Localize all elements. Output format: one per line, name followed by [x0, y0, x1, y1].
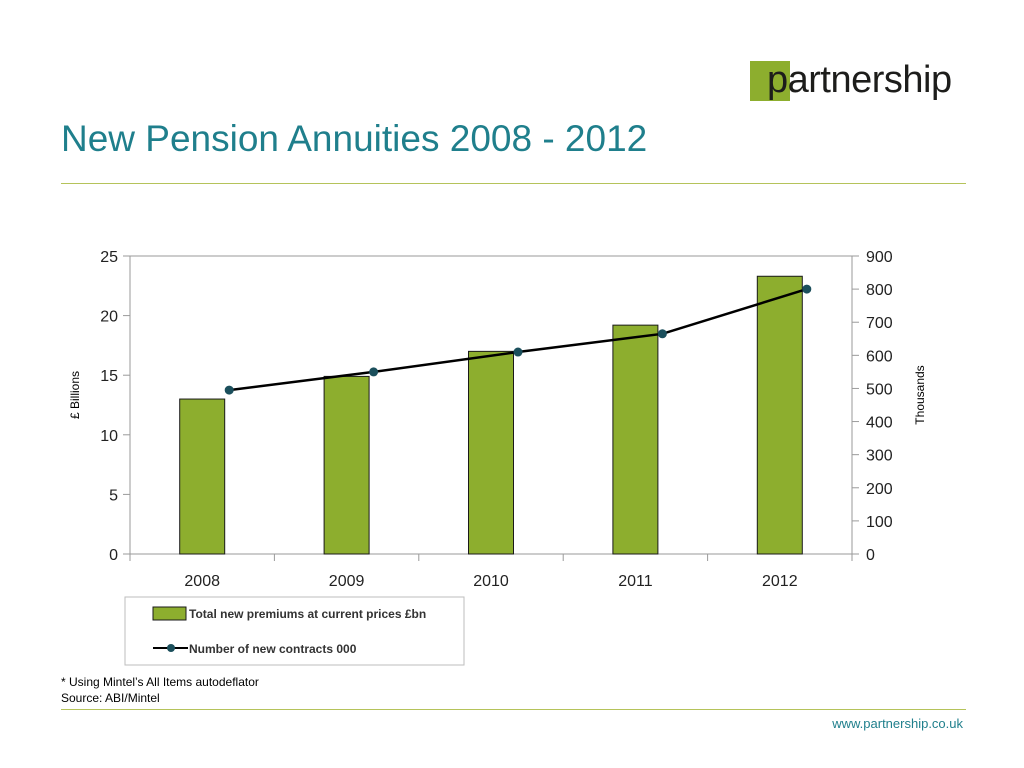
- x-tick-label: 2012: [762, 573, 798, 590]
- y-right-tick-label: 400: [866, 415, 893, 432]
- x-tick-label: 2009: [329, 573, 365, 590]
- y-right-tick-label: 700: [866, 315, 893, 332]
- y-right-tick-label: 800: [866, 282, 893, 299]
- contracts-line: [224, 284, 812, 395]
- y-right-tick-label: 500: [866, 381, 893, 398]
- contracts-point-2008: [224, 385, 234, 395]
- premiums-bars: [179, 275, 803, 555]
- y-left-axis-title: £ Billions: [68, 371, 82, 419]
- y-right-tick-label: 100: [866, 514, 893, 531]
- contracts-point-2012: [802, 284, 812, 294]
- y-right-tick-label: 900: [866, 249, 893, 266]
- bar-2008: [179, 398, 226, 555]
- y-left-tick-label: 0: [109, 547, 118, 564]
- bar-2011: [612, 324, 659, 555]
- footnote-note: * Using Mintel’s All Items autodeflator: [61, 675, 259, 689]
- y-left-tick-label: 20: [100, 309, 118, 326]
- page-title: New Pension Annuities 2008 - 2012: [61, 118, 648, 159]
- contracts-point-2011: [657, 329, 667, 339]
- footnote-source: Source: ABI/Mintel: [61, 691, 160, 705]
- bar-2012: [756, 275, 803, 555]
- y-right-tick-label: 200: [866, 481, 893, 498]
- bar-2010: [468, 350, 514, 555]
- y-right-tick-label: 0: [866, 547, 875, 564]
- title-divider: [61, 183, 966, 184]
- contracts-point-2009: [369, 367, 379, 377]
- legend-label-contracts: Number of new contracts 000: [189, 642, 357, 656]
- legend-swatch-premiums: [152, 606, 187, 621]
- x-tick-label: 2010: [473, 573, 509, 590]
- contracts-point-2010: [513, 347, 523, 357]
- chart-legend: Total new premiums at current prices £bn…: [124, 596, 465, 666]
- y-right-axis-title: Thousands: [913, 365, 927, 424]
- x-tick-label: 2008: [184, 573, 220, 590]
- x-tick-label: 2011: [618, 573, 653, 590]
- chart-axes: 0 5 10 15 20 25 0 100 200 300 400 500 600 700 800 900 20…: [68, 249, 927, 590]
- y-right-tick-label: 300: [866, 448, 893, 465]
- y-left-tick-label: 25: [100, 249, 118, 266]
- legend-label-premiums: Total new premiums at current prices £bn: [189, 607, 426, 621]
- y-right-tick-label: 600: [866, 348, 893, 365]
- logo-text: partnership: [767, 59, 952, 101]
- footer-url-link[interactable]: www.partnership.co.uk: [832, 716, 963, 731]
- footer-divider: [61, 709, 966, 710]
- logo-square: [750, 61, 790, 101]
- annuities-chart: 0 5 10 15 20 25 0 100 200 300 400 500 600 700 800 900 20…: [68, 249, 927, 666]
- y-left-tick-label: 10: [100, 428, 118, 445]
- y-left-tick-label: 5: [109, 487, 118, 504]
- footnote: * Using Mintel’s All Items autodeflator …: [61, 674, 259, 706]
- legend-swatch-contracts-marker: [167, 644, 175, 652]
- bar-2009: [323, 375, 370, 555]
- y-left-tick-label: 15: [100, 368, 118, 385]
